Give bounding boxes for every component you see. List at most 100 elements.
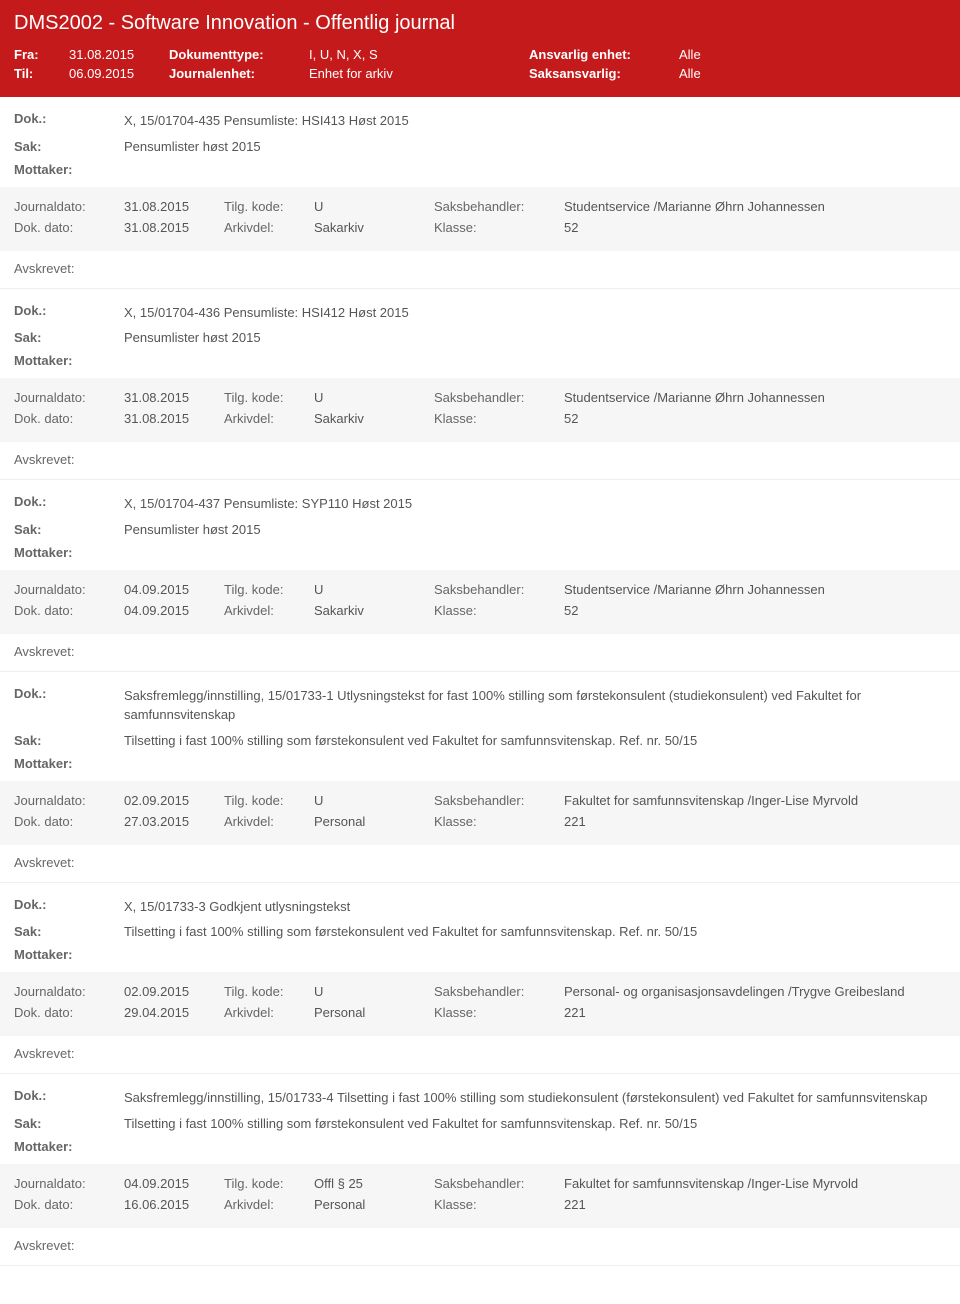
entry-bot: Avskrevet: (0, 1228, 960, 1265)
sak-label: Sak: (14, 522, 124, 537)
entry-bot: Avskrevet: (0, 634, 960, 671)
dokdato-value: 16.06.2015 (124, 1197, 224, 1212)
sak-label: Sak: (14, 139, 124, 154)
dokdato-label: Dok. dato: (14, 411, 124, 426)
dokdato-label: Dok. dato: (14, 220, 124, 235)
tilgkode-value: U (314, 582, 434, 597)
saksbehandler-label: Saksbehandler: (434, 390, 564, 405)
tilgkode-label: Tilg. kode: (224, 199, 314, 214)
saksbehandler-label: Saksbehandler: (434, 793, 564, 808)
saksbehandler-value: Fakultet for samfunnsvitenskap /Inger-Li… (564, 793, 946, 808)
tilgkode-label: Tilg. kode: (224, 1176, 314, 1191)
dok-value: X, 15/01733-3 Godkjent utlysningstekst (124, 897, 946, 917)
klasse-label: Klasse: (434, 1005, 564, 1020)
avskrevet-label: Avskrevet: (14, 644, 74, 659)
entry-bot: Avskrevet: (0, 251, 960, 288)
avskrevet-label: Avskrevet: (14, 261, 74, 276)
til-value: 06.09.2015 (69, 66, 169, 81)
dok-value: Saksfremlegg/innstilling, 15/01733-4 Til… (124, 1088, 946, 1108)
entry-bot: Avskrevet: (0, 845, 960, 882)
saksbehandler-value: Fakultet for samfunnsvitenskap /Inger-Li… (564, 1176, 946, 1191)
til-label: Til: (14, 66, 69, 81)
arkivdel-label: Arkivdel: (224, 220, 314, 235)
journaldato-label: Journaldato: (14, 199, 124, 214)
tilgkode-value: U (314, 390, 434, 405)
entry-top: Dok.: X, 15/01733-3 Godkjent utlysningst… (0, 883, 960, 973)
mottaker-label: Mottaker: (14, 162, 124, 177)
arkivdel-label: Arkivdel: (224, 1197, 314, 1212)
arkivdel-label: Arkivdel: (224, 1005, 314, 1020)
saksbehandler-value: Studentservice /Marianne Øhrn Johannesse… (564, 199, 946, 214)
klasse-value: 221 (564, 814, 946, 829)
entry-top: Dok.: X, 15/01704-436 Pensumliste: HSI41… (0, 289, 960, 379)
arkivdel-label: Arkivdel: (224, 814, 314, 829)
ansvarlig-enhet-label: Ansvarlig enhet: (529, 47, 679, 62)
mottaker-label: Mottaker: (14, 947, 124, 962)
tilgkode-label: Tilg. kode: (224, 390, 314, 405)
dokdato-value: 29.04.2015 (124, 1005, 224, 1020)
klasse-value: 52 (564, 411, 946, 426)
klasse-value: 221 (564, 1005, 946, 1020)
entry-top: Dok.: Saksfremlegg/innstilling, 15/01733… (0, 672, 960, 781)
avskrevet-label: Avskrevet: (14, 855, 74, 870)
klasse-label: Klasse: (434, 1197, 564, 1212)
dok-label: Dok.: (14, 897, 124, 917)
sak-label: Sak: (14, 733, 124, 748)
dok-label: Dok.: (14, 1088, 124, 1108)
sak-label: Sak: (14, 924, 124, 939)
dok-label: Dok.: (14, 494, 124, 514)
tilgkode-value: U (314, 984, 434, 999)
tilgkode-value: Offl § 25 (314, 1176, 434, 1191)
arkivdel-value: Personal (314, 1005, 434, 1020)
dok-label: Dok.: (14, 686, 124, 725)
arkivdel-label: Arkivdel: (224, 411, 314, 426)
mottaker-label: Mottaker: (14, 545, 124, 560)
sak-value: Tilsetting i fast 100% stilling som førs… (124, 733, 946, 748)
tilgkode-label: Tilg. kode: (224, 984, 314, 999)
arkivdel-label: Arkivdel: (224, 603, 314, 618)
sak-value: Tilsetting i fast 100% stilling som førs… (124, 1116, 946, 1131)
journaldato-value: 31.08.2015 (124, 199, 224, 214)
dokumenttype-value: I, U, N, X, S (309, 47, 529, 62)
journaldato-label: Journaldato: (14, 793, 124, 808)
saksbehandler-label: Saksbehandler: (434, 984, 564, 999)
dokdato-value: 04.09.2015 (124, 603, 224, 618)
entry-bot: Avskrevet: (0, 1036, 960, 1073)
entry-top: Dok.: Saksfremlegg/innstilling, 15/01733… (0, 1074, 960, 1164)
entry-top: Dok.: X, 15/01704-437 Pensumliste: SYP11… (0, 480, 960, 570)
saksbehandler-value: Studentservice /Marianne Øhrn Johannesse… (564, 390, 946, 405)
dok-label: Dok.: (14, 303, 124, 323)
entry-mid: Journaldato: 04.09.2015 Tilg. kode: Offl… (0, 1164, 960, 1228)
klasse-label: Klasse: (434, 603, 564, 618)
sak-value: Pensumlister høst 2015 (124, 330, 946, 345)
header-row-1: Fra: 31.08.2015 Dokumenttype: I, U, N, X… (14, 45, 946, 64)
entry-mid: Journaldato: 31.08.2015 Tilg. kode: U Sa… (0, 187, 960, 251)
entry-mid: Journaldato: 04.09.2015 Tilg. kode: U Sa… (0, 570, 960, 634)
journal-entry: Dok.: Saksfremlegg/innstilling, 15/01733… (0, 1074, 960, 1266)
klasse-value: 52 (564, 603, 946, 618)
journaldato-value: 31.08.2015 (124, 390, 224, 405)
journaldato-label: Journaldato: (14, 984, 124, 999)
avskrevet-label: Avskrevet: (14, 1238, 74, 1253)
dokdato-value: 27.03.2015 (124, 814, 224, 829)
saksbehandler-value: Personal- og organisasjonsavdelingen /Tr… (564, 984, 946, 999)
entry-mid: Journaldato: 02.09.2015 Tilg. kode: U Sa… (0, 972, 960, 1036)
saksbehandler-label: Saksbehandler: (434, 1176, 564, 1191)
dokdato-label: Dok. dato: (14, 1005, 124, 1020)
tilgkode-value: U (314, 793, 434, 808)
arkivdel-value: Sakarkiv (314, 411, 434, 426)
journaldato-label: Journaldato: (14, 1176, 124, 1191)
journalenhet-value: Enhet for arkiv (309, 66, 529, 81)
header-row-2: Til: 06.09.2015 Journalenhet: Enhet for … (14, 64, 946, 83)
avskrevet-label: Avskrevet: (14, 452, 74, 467)
dok-value: X, 15/01704-436 Pensumliste: HSI412 Høst… (124, 303, 946, 323)
dok-label: Dok.: (14, 111, 124, 131)
dokdato-label: Dok. dato: (14, 814, 124, 829)
ansvarlig-enhet-value: Alle (679, 47, 829, 62)
entry-top: Dok.: X, 15/01704-435 Pensumliste: HSI41… (0, 97, 960, 187)
saksansvarlig-value: Alle (679, 66, 829, 81)
tilgkode-label: Tilg. kode: (224, 793, 314, 808)
tilgkode-value: U (314, 199, 434, 214)
journaldato-value: 04.09.2015 (124, 582, 224, 597)
dok-value: X, 15/01704-435 Pensumliste: HSI413 Høst… (124, 111, 946, 131)
